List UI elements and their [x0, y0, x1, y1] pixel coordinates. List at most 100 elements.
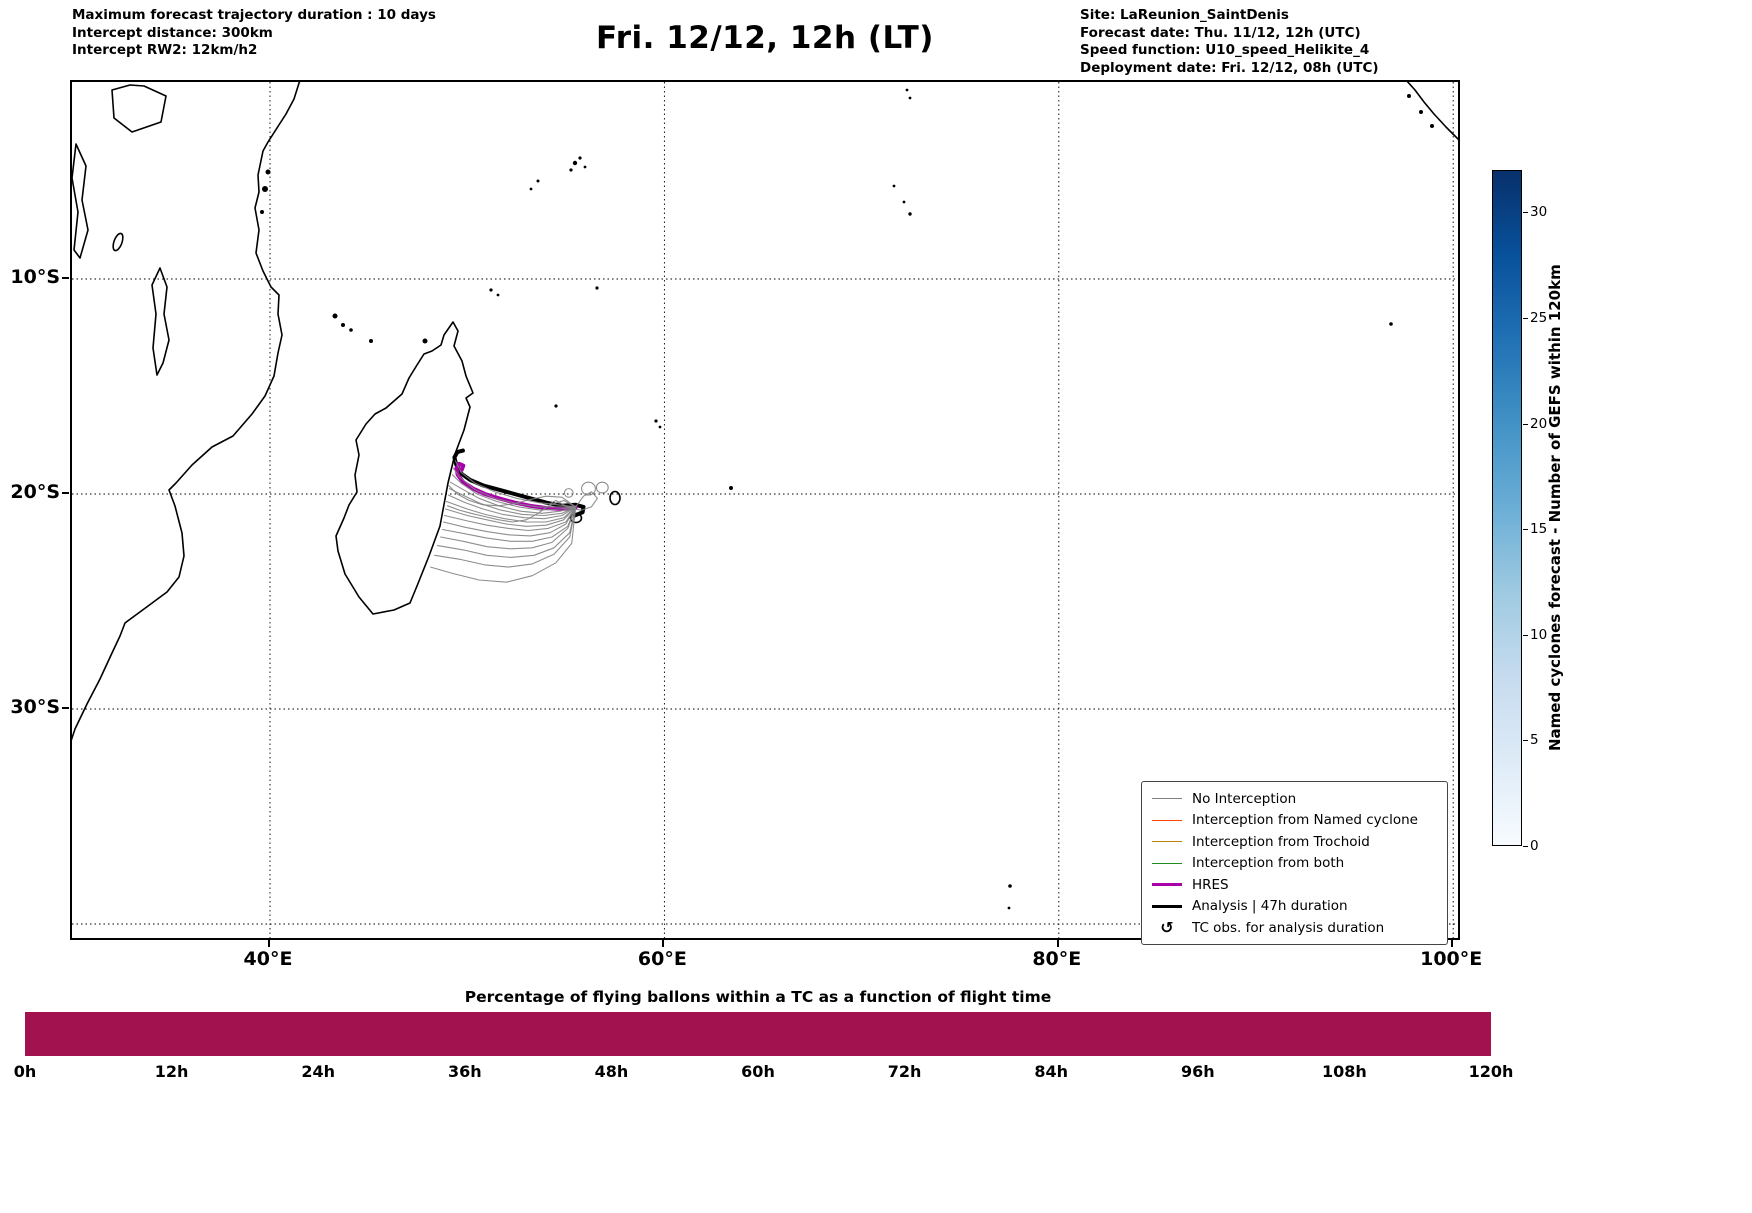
bottom-chart-tick-label: 60h [741, 1062, 775, 1081]
island-maldives [905, 88, 909, 92]
x-tick-mark [1451, 940, 1454, 947]
island-comoros [332, 313, 338, 319]
x-tick-label: 40°E [243, 948, 293, 970]
header-left: Maximum forecast trajectory duration : 1… [72, 7, 436, 60]
coastline-lake-tanganyika [72, 143, 89, 259]
bottom-chart-tick-label: 48h [594, 1062, 629, 1081]
legend-line-sample [1152, 862, 1182, 864]
x-tick-label: 100°E [1420, 948, 1483, 970]
legend-item-analysis: Analysis | 47h duration [1152, 898, 1437, 915]
legend-item-trochoid: Interception from Trochoid [1152, 833, 1437, 850]
map-canvas [72, 82, 1458, 938]
trajectory-ensemble [549, 491, 598, 511]
island-mentawai [1430, 124, 1434, 128]
x-tick-mark [662, 940, 665, 947]
trajectory-ensemble [444, 506, 577, 527]
island-st-brandon [654, 419, 658, 423]
header-left-line: Intercept RW2: 12km/h2 [72, 42, 258, 58]
coastlines [72, 82, 1458, 741]
island-maldives [908, 96, 912, 100]
trajectory-loop [595, 481, 609, 494]
legend-line-sample [1152, 904, 1182, 908]
island-seychelles [578, 156, 582, 160]
island-st-paul [1008, 884, 1012, 888]
island-farquhar [496, 293, 500, 297]
legend-label: Interception from Trochoid [1192, 833, 1370, 850]
small-islands [260, 88, 1434, 910]
bottom-chart-tick-label: 84h [1034, 1062, 1069, 1081]
bottom-chart-tick-label: 96h [1180, 1062, 1215, 1081]
colorbar-tick-mark [1523, 740, 1528, 742]
bottom-chart-tick-label: 72h [887, 1062, 922, 1081]
coastline-lake-malawi [151, 267, 170, 376]
x-tick-label: 80°E [1032, 948, 1082, 970]
header-left-line: Maximum forecast trajectory duration : 1… [72, 7, 436, 23]
bottom-chart-tick-label: 12h [154, 1062, 189, 1081]
legend-label: HRES [1192, 876, 1229, 893]
trajectory-ensemble [448, 488, 577, 517]
bottom-chart-tick-label: 120h [1468, 1062, 1514, 1081]
trajectory-ensemble [434, 506, 577, 568]
trajectory-ensemble [447, 494, 577, 520]
header-right-line: Site: LaReunion_SaintDenis [1080, 7, 1289, 23]
legend-label: Interception from both [1192, 855, 1345, 871]
legend-item-no-interception: No Interception [1152, 790, 1437, 807]
legend-item-both: Interception from both [1152, 855, 1437, 872]
legend-line-sample [1152, 798, 1182, 799]
coastline-lake-rukwa [112, 232, 124, 252]
colorbar-tick-mark [1523, 634, 1528, 636]
x-tick-mark [268, 940, 270, 947]
legend-label: TC obs. for analysis duration [1192, 919, 1385, 936]
header-right-line: Deployment date: Fri. 12/12, 08h (UTC) [1080, 59, 1379, 76]
trajectory-ensemble [447, 484, 577, 508]
island-mayotte [369, 339, 373, 343]
figure-title: Fri. 12/12, 12h (LT) [596, 20, 934, 56]
colorbar-tick-mark [1523, 212, 1528, 214]
trajectory-ensemble [440, 506, 577, 550]
y-tick-label: 20°S [10, 481, 60, 503]
colorbar-tick-label: 15 [1530, 521, 1548, 538]
colorbar-tick-label: 25 [1530, 309, 1548, 326]
island-amirantes [536, 179, 540, 183]
colorbar-tick-mark [1523, 317, 1528, 319]
x-tick-label: 60°E [637, 948, 687, 970]
legend-item-named-cyclone: Interception from Named cyclone [1152, 812, 1437, 829]
colorbar-tick-mark [1523, 846, 1528, 847]
legend: No Interception Interception from Named … [1141, 781, 1448, 945]
island-mauritius [609, 490, 621, 506]
colorbar [1492, 170, 1522, 846]
x-tick-mark [1056, 940, 1059, 947]
island-tromelin [554, 404, 558, 408]
colorbar-tick-mark [1523, 423, 1528, 425]
colorbar-tick-mark [1523, 529, 1528, 531]
island-seychelles [569, 168, 573, 172]
legend-item-tc-obs: ↺ TC obs. for analysis duration [1152, 919, 1437, 936]
tc-obs-marker-icon: ↺ [1160, 917, 1174, 937]
bottom-chart-tick-label: 24h [301, 1062, 336, 1081]
colorbar-tick-label: 30 [1530, 204, 1548, 221]
coastline-madagascar [335, 321, 474, 615]
island-amsterdam [1007, 906, 1011, 910]
colorbar-label: Named cyclones forecast - Number of GEFS… [1546, 264, 1564, 752]
colorbar-tick-label: 0 [1530, 838, 1539, 854]
header-right-line: Speed function: U10_speed_Helikite_4 [1080, 42, 1370, 58]
island-comoros [349, 328, 353, 332]
island-chagos [908, 212, 912, 216]
bottom-chart-title: Percentage of flying ballons within a TC… [464, 988, 1052, 1006]
header-right-line: Forecast date: Thu. 11/12, 12h (UTC) [1080, 24, 1361, 41]
colorbar-tick-label: 5 [1530, 732, 1539, 749]
colorbar-tick-label: 20 [1530, 415, 1548, 432]
trajectory-ensemble [443, 506, 577, 532]
colorbar-tick-label: 10 [1530, 626, 1548, 643]
legend-label: Analysis | 47h duration [1192, 898, 1348, 914]
island-agalega [595, 286, 599, 290]
island-chagos [902, 200, 906, 204]
island-st-brandon [658, 425, 662, 429]
trajectory-ensemble [449, 481, 577, 514]
legend-line-sample [1152, 883, 1182, 886]
trajectory-loop [563, 488, 574, 498]
island-mentawai [1419, 110, 1423, 114]
trajectory-ensemble [452, 467, 577, 508]
island-amirantes [529, 187, 533, 191]
island-seychelles [572, 160, 578, 166]
